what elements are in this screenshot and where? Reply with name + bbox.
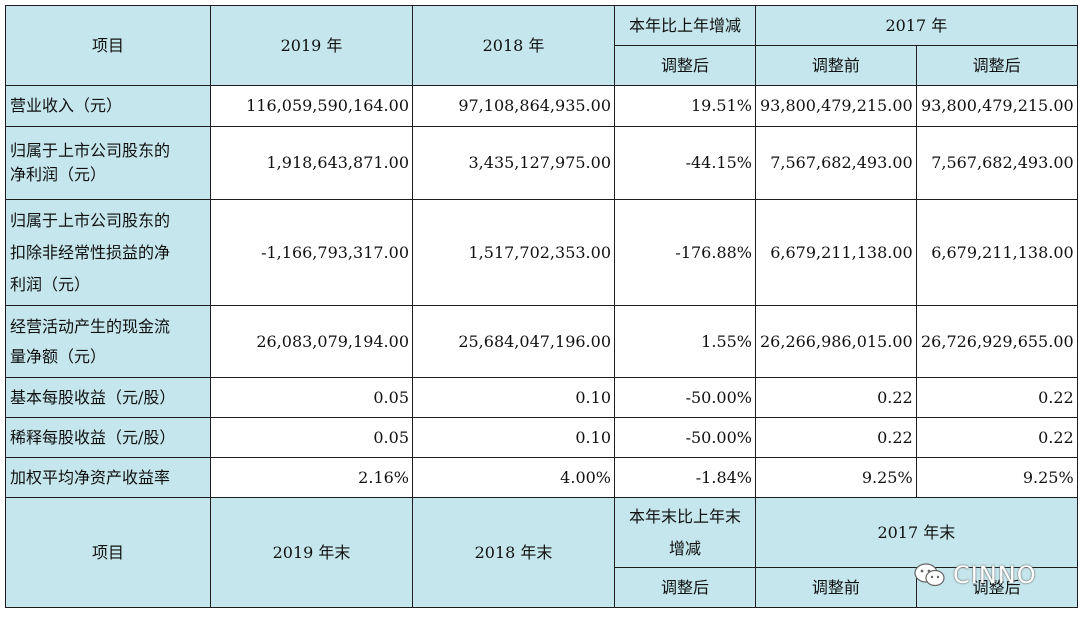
cell-2017-before: 93,800,479,215.00	[755, 85, 917, 127]
footer-header-change-line: 本年末比上年末	[628, 506, 741, 526]
cell-change: 1.55%	[614, 305, 756, 378]
cell-2019: 116,059,590,164.00	[210, 85, 413, 127]
financial-summary-table: 项目 2019 年 2018 年 本年比上年增减 2017 年 调整后 调整前 …	[5, 5, 1078, 608]
header-2018: 2018 年	[412, 5, 615, 86]
cell-2017-before: 26,266,986,015.00	[755, 305, 917, 378]
table-row: 稀释每股收益（元/股） 0.05 0.10 -50.00% 0.22 0.22	[5, 417, 1078, 458]
cell-2017-after: 9.25%	[915, 457, 1078, 498]
cell-2017-before: 0.22	[755, 377, 917, 418]
row-label: 归属于上市公司股东的 净利润（元）	[5, 126, 211, 200]
header-item: 项目	[5, 5, 211, 86]
row-label: 稀释每股收益（元/股）	[5, 417, 211, 458]
cell-change: -50.00%	[614, 417, 756, 458]
row-label: 基本每股收益（元/股）	[5, 377, 211, 418]
cell-change: -1.84%	[614, 457, 756, 498]
footer-header-change-line: 增减	[668, 538, 701, 558]
cell-2019: 0.05	[210, 417, 413, 458]
table-row: 归属于上市公司股东的 净利润（元） 1,918,643,871.00 3,435…	[5, 126, 1078, 200]
row-label-line: 利润（元）	[10, 274, 91, 294]
footer-header-2017-adjusted-before: 调整前	[755, 567, 917, 608]
cell-2019: 26,083,079,194.00	[210, 305, 413, 378]
header-change: 本年比上年增减	[614, 5, 756, 46]
table-row: 营业收入（元） 116,059,590,164.00 97,108,864,93…	[5, 85, 1078, 127]
cell-2017-after: 0.22	[915, 417, 1078, 458]
row-label: 加权平均净资产收益率	[5, 457, 211, 498]
cell-2019: 1,918,643,871.00	[210, 126, 413, 200]
table-row: 归属于上市公司股东的 扣除非经常性损益的净 利润（元） -1,166,793,3…	[5, 199, 1078, 306]
cell-2018: 0.10	[412, 417, 615, 458]
cell-2017-after: 6,679,211,138.00	[915, 199, 1078, 306]
cell-2018: 97,108,864,935.00	[412, 85, 615, 127]
cell-2017-before: 9.25%	[755, 457, 917, 498]
row-label-line: 净利润（元）	[10, 165, 107, 184]
cell-2017-after: 7,567,682,493.00	[915, 126, 1078, 200]
footer-header-2019-end: 2019 年末	[210, 497, 413, 608]
cell-2019: -1,166,793,317.00	[210, 199, 413, 306]
cell-2017-after: 0.22	[915, 377, 1078, 418]
footer-header-change-adjusted-after: 调整后	[614, 567, 756, 608]
row-label: 归属于上市公司股东的 扣除非经常性损益的净 利润（元）	[5, 199, 211, 306]
cell-2019: 0.05	[210, 377, 413, 418]
cell-2017-before: 0.22	[755, 417, 917, 458]
cell-2018: 4.00%	[412, 457, 615, 498]
header-2017-adjusted-before: 调整前	[755, 45, 917, 86]
cell-change: -44.15%	[614, 126, 756, 200]
table-row: 经营活动产生的现金流 量净额（元） 26,083,079,194.00 25,6…	[5, 305, 1078, 378]
footer-header-change: 本年末比上年末 增减	[614, 497, 756, 568]
cell-change: -50.00%	[614, 377, 756, 418]
header-change-adjusted-after: 调整后	[614, 45, 756, 86]
header-2017-adjusted-after: 调整后	[915, 45, 1078, 86]
table-row: 基本每股收益（元/股） 0.05 0.10 -50.00% 0.22 0.22	[5, 377, 1078, 418]
footer-header-2018-end: 2018 年末	[412, 497, 615, 608]
row-label-line: 经营活动产生的现金流	[10, 316, 171, 336]
footer-header-item: 项目	[5, 497, 211, 608]
row-label: 经营活动产生的现金流 量净额（元）	[5, 305, 211, 378]
cell-2018: 1,517,702,353.00	[412, 199, 615, 306]
cell-2018: 0.10	[412, 377, 615, 418]
cell-change: 19.51%	[614, 85, 756, 127]
cell-2018: 3,435,127,975.00	[412, 126, 615, 200]
table-row: 加权平均净资产收益率 2.16% 4.00% -1.84% 9.25% 9.25…	[5, 457, 1078, 498]
cell-2017-after: 26,726,929,655.00	[915, 305, 1078, 378]
cell-change: -176.88%	[614, 199, 756, 306]
row-label-line: 归属于上市公司股东的	[10, 141, 171, 160]
footer-header-2017-end: 2017 年末	[755, 497, 1078, 568]
cell-2017-before: 6,679,211,138.00	[755, 199, 917, 306]
footer-header-2017-adjusted-after: 调整后	[915, 567, 1078, 608]
cell-2017-before: 7,567,682,493.00	[755, 126, 917, 200]
row-label-line: 归属于上市公司股东的	[10, 210, 171, 230]
row-label-line: 扣除非经常性损益的净	[10, 242, 171, 262]
cell-2018: 25,684,047,196.00	[412, 305, 615, 378]
header-2019: 2019 年	[210, 5, 413, 86]
cell-2017-after: 93,800,479,215.00	[915, 85, 1078, 127]
cell-2019: 2.16%	[210, 457, 413, 498]
header-2017: 2017 年	[755, 5, 1078, 46]
row-label-line: 量净额（元）	[10, 346, 107, 366]
row-label: 营业收入（元）	[5, 85, 211, 127]
